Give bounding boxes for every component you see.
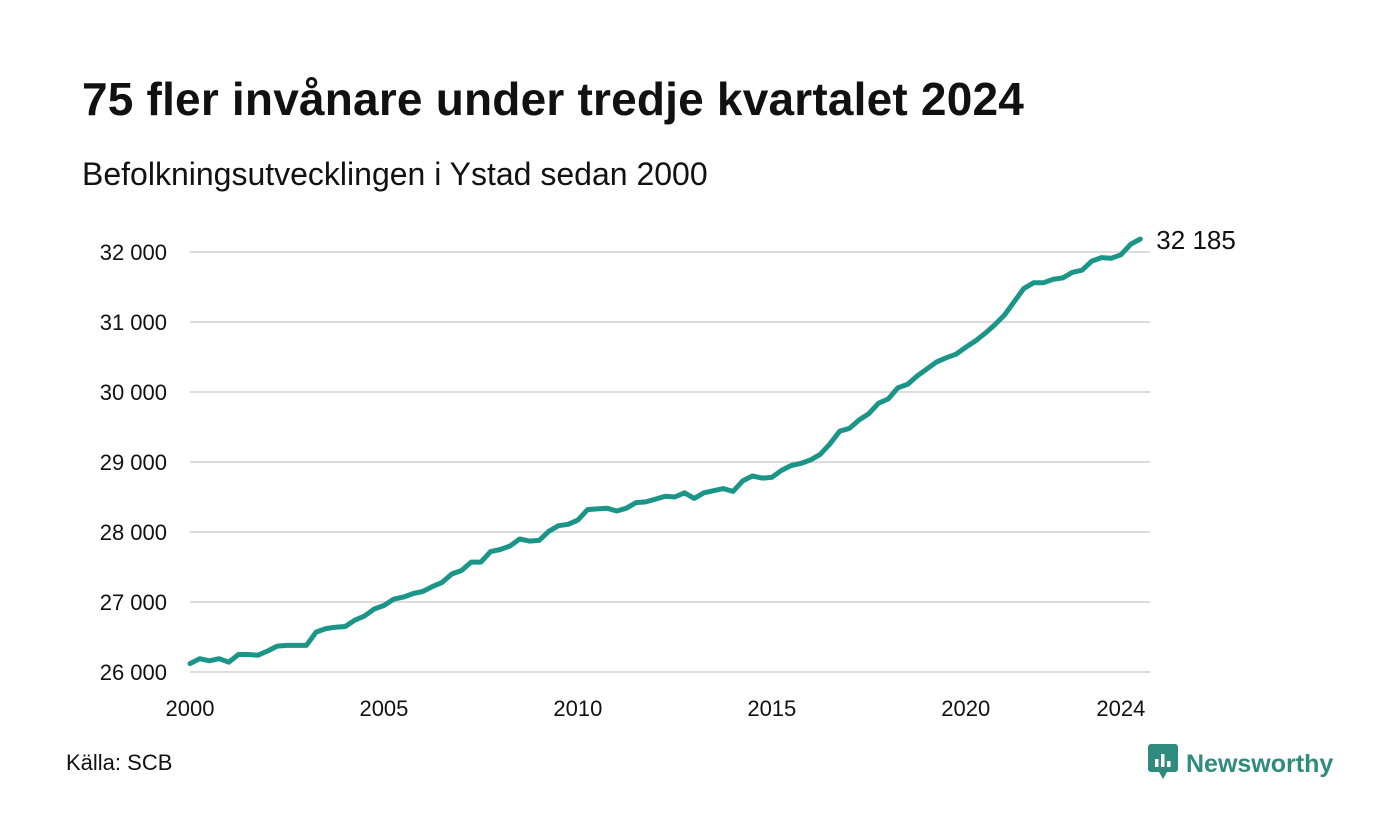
y-tick-label: 28 000 <box>100 520 167 545</box>
brand-name: Newsworthy <box>1186 750 1334 778</box>
x-tick-label: 2015 <box>747 696 796 721</box>
y-tick-label: 30 000 <box>100 380 167 405</box>
y-tick-label: 29 000 <box>100 450 167 475</box>
brand-logo[interactable]: Newsworthy <box>1148 744 1333 785</box>
x-tick-label: 2010 <box>553 696 602 721</box>
end-value-label: 32 185 <box>1156 225 1236 255</box>
newsworthy-logo-icon <box>1148 744 1178 785</box>
x-tick-label: 2024 <box>1096 696 1145 721</box>
population-series-line <box>187 236 1143 667</box>
chart-title: 75 fler invånare under tredje kvartalet … <box>82 73 1025 125</box>
y-tick-label: 31 000 <box>100 310 167 335</box>
y-tick-label: 26 000 <box>100 660 167 685</box>
y-axis: 26 000 27 000 28 000 29 000 30 000 31 000 32 0… <box>100 240 167 685</box>
x-tick-label: 2000 <box>166 696 215 721</box>
y-tick-label: 32 000 <box>100 240 167 265</box>
x-tick-label: 2005 <box>359 696 408 721</box>
chart-subtitle: Befolkningsutvecklingen i Ystad sedan 20… <box>82 156 708 192</box>
source-note: Källa: SCB <box>66 750 173 775</box>
x-tick-label: 2020 <box>941 696 990 721</box>
grid-lines <box>190 251 1150 673</box>
x-axis: 2000 2005 2010 2015 2020 2024 <box>166 696 1146 721</box>
y-tick-label: 27 000 <box>100 590 167 615</box>
